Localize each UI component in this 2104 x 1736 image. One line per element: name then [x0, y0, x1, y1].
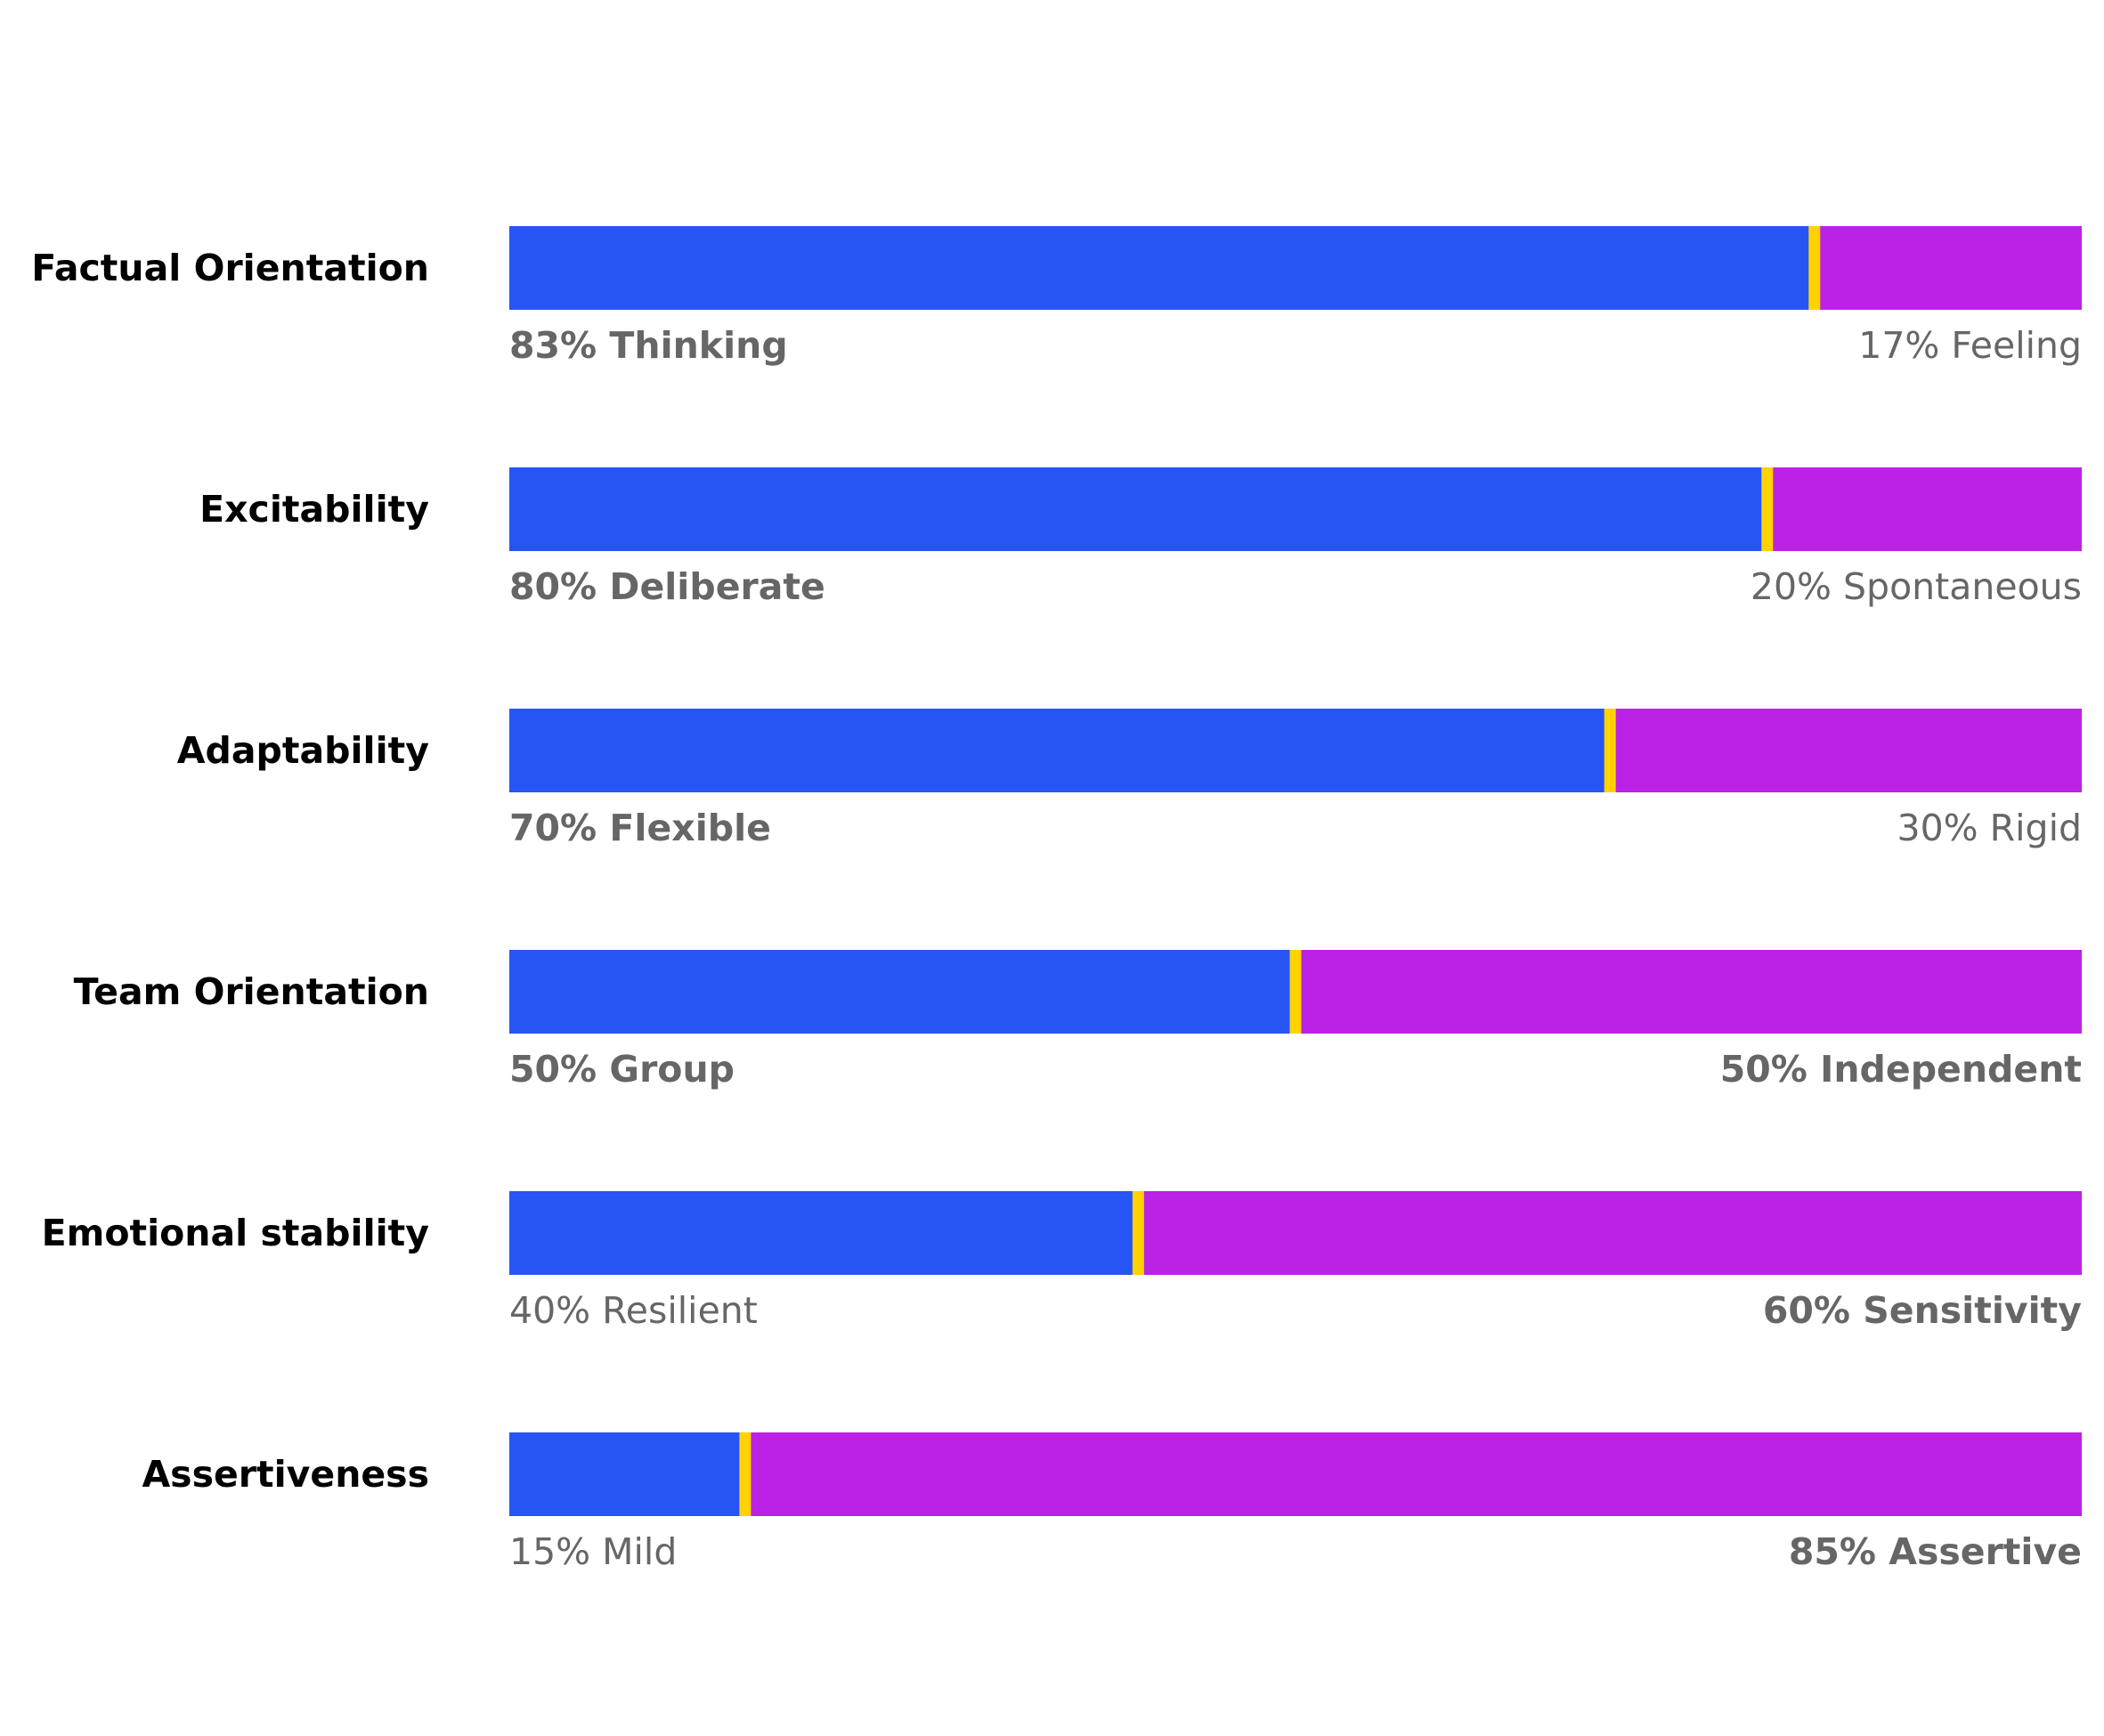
bar-right-segment [744, 1432, 2082, 1516]
right-percent-label: 50% Independent [1720, 1048, 2082, 1091]
bar-right-segment [1138, 1191, 2082, 1275]
right-percent-label: 30% Rigid [1897, 807, 2082, 849]
trait-label: Factual Orientation [31, 247, 429, 289]
trait-label: Team Orientation [74, 970, 429, 1013]
left-percent-label: 15% Mild [509, 1530, 677, 1573]
right-percent-label: 17% Feeling [1858, 324, 2082, 367]
left-percent-label: 40% Resilient [509, 1289, 758, 1332]
split-marker [1761, 467, 1774, 551]
bar-left-segment [509, 1191, 1139, 1275]
left-percent-label: 50% Group [509, 1048, 735, 1091]
bar-right-segment [1814, 226, 2082, 310]
bar-left-segment [509, 467, 1767, 551]
right-percent-label: 60% Sensitivity [1763, 1289, 2082, 1332]
bar-left-segment [509, 709, 1611, 792]
split-marker [739, 1432, 751, 1516]
left-percent-label: 70% Flexible [509, 807, 771, 849]
bar-right-segment [1296, 950, 2082, 1034]
left-percent-label: 83% Thinking [509, 324, 788, 367]
trait-label: Adaptability [177, 729, 429, 772]
trait-label: Assertiveness [142, 1453, 429, 1496]
split-marker [1808, 226, 1821, 310]
split-marker [1132, 1191, 1144, 1275]
left-percent-label: 80% Deliberate [509, 565, 825, 608]
trait-label: Emotional stability [42, 1212, 429, 1254]
bar-left-segment [509, 1432, 745, 1516]
bar-right-segment [1767, 467, 2082, 551]
bar-left-segment [509, 226, 1815, 310]
bar-right-segment [1610, 709, 2082, 792]
right-percent-label: 20% Spontaneous [1751, 565, 2082, 608]
split-marker [1289, 950, 1302, 1034]
bar-left-segment [509, 950, 1296, 1034]
split-marker [1604, 709, 1616, 792]
right-percent-label: 85% Assertive [1789, 1530, 2082, 1573]
trait-label: Excitability [199, 488, 429, 531]
